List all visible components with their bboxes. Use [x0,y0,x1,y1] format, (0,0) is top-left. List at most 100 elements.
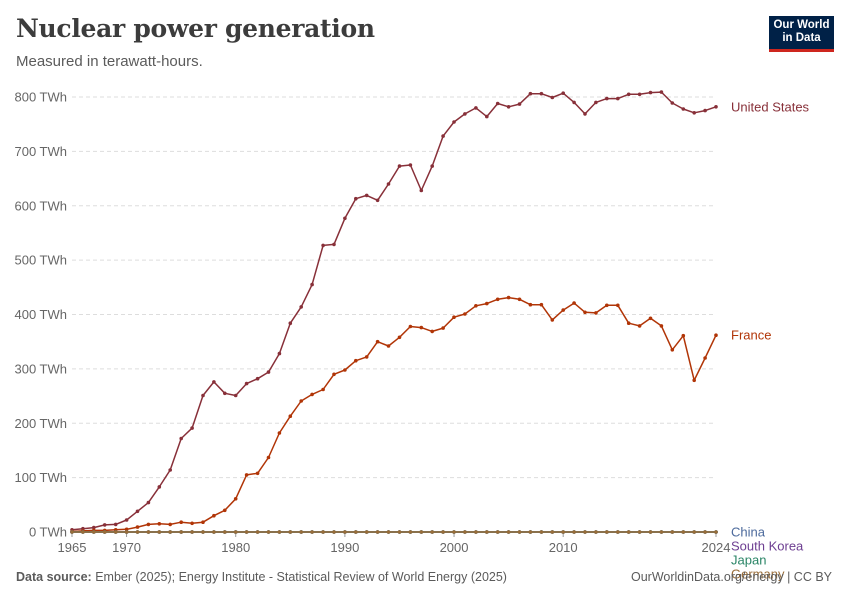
data-point [364,355,369,359]
data-source-label: Data source: [16,570,92,584]
data-point [244,381,249,386]
data-point [375,198,380,203]
data-point [277,530,282,534]
data-point [572,530,576,534]
data-point [430,164,435,168]
data-point [223,530,227,534]
data-point [616,530,620,534]
data-point [681,530,686,534]
data-point [714,333,718,338]
data-point [594,530,598,534]
footer-license[interactable]: OurWorldinData.org/energy | CC BY [630,570,832,584]
data-point [452,530,456,534]
data-point [266,455,271,460]
data-point [146,500,151,505]
data-point [626,530,631,534]
data-point [364,530,369,534]
data-source-text[interactable]: Ember (2025); Energy Institute - Statist… [95,570,507,584]
data-point [135,525,140,529]
data-point [681,107,686,111]
data-point [255,376,260,381]
data-point [190,530,194,534]
data-point [485,301,489,306]
series-line [71,91,717,531]
data-point [288,530,293,534]
data-point [233,497,238,501]
data-point [266,370,271,374]
data-point [92,525,96,530]
data-point [310,530,314,534]
data-point [670,348,675,352]
data-point [506,530,511,534]
series-end-label: South Korea [731,539,804,554]
x-tick-label: 1970 [112,540,141,555]
y-tick-label: 500 TWh [14,253,67,268]
data-point [539,91,544,96]
data-point [441,134,445,138]
data-point [495,530,500,534]
data-point [397,335,402,340]
data-point [506,295,511,300]
data-point [386,182,391,186]
data-point [201,530,205,534]
data-point [659,90,664,94]
data-point [441,326,445,330]
data-point [212,513,216,518]
data-point [561,530,565,534]
data-point [550,530,555,534]
data-point [310,392,314,397]
data-point [441,530,445,534]
data-point [474,530,478,534]
data-point [539,530,544,534]
series-end-label: France [731,328,771,343]
data-point [201,393,205,398]
data-point [714,105,718,109]
data-point [332,242,336,247]
data-point [288,321,293,326]
data-point [605,303,609,308]
data-point [375,339,380,344]
data-point [572,301,576,305]
data-point [572,100,576,105]
data-point [321,387,325,392]
y-tick-label: 800 TWh [14,90,67,105]
data-point [550,95,555,100]
data-point [277,431,282,435]
data-point [397,164,402,168]
data-point [157,530,162,534]
chart-subtitle: Measured in terawatt-hours. [16,53,203,70]
data-point [113,530,118,534]
data-point [244,473,249,477]
data-point [321,243,325,248]
y-tick-label: 100 TWh [14,470,67,485]
data-point [168,468,172,472]
series-end-label: Germany [731,567,785,582]
chart-title: Nuclear power generation [16,14,375,43]
data-point [463,530,467,534]
data-point [157,485,162,489]
data-point [332,372,336,377]
data-point [310,282,314,287]
data-point [659,530,664,534]
data-point [659,324,664,328]
data-point [463,312,467,316]
data-point [561,91,565,95]
data-point [288,414,293,419]
data-point [528,91,533,96]
data-point [583,530,587,534]
x-tick-label: 2010 [549,540,578,555]
data-point [321,530,325,534]
owid-logo[interactable]: Our World in Data [769,16,834,52]
data-point [135,509,140,514]
data-source: Data source: Ember (2025); Energy Instit… [16,570,507,584]
data-point [648,530,653,534]
data-point [648,316,653,321]
data-point [102,530,107,534]
data-point [201,520,205,524]
data-point [692,378,696,383]
data-point [135,530,140,534]
data-point [375,530,380,534]
data-point [168,522,172,527]
data-point [408,324,413,329]
x-tick-label: 1990 [330,540,359,555]
